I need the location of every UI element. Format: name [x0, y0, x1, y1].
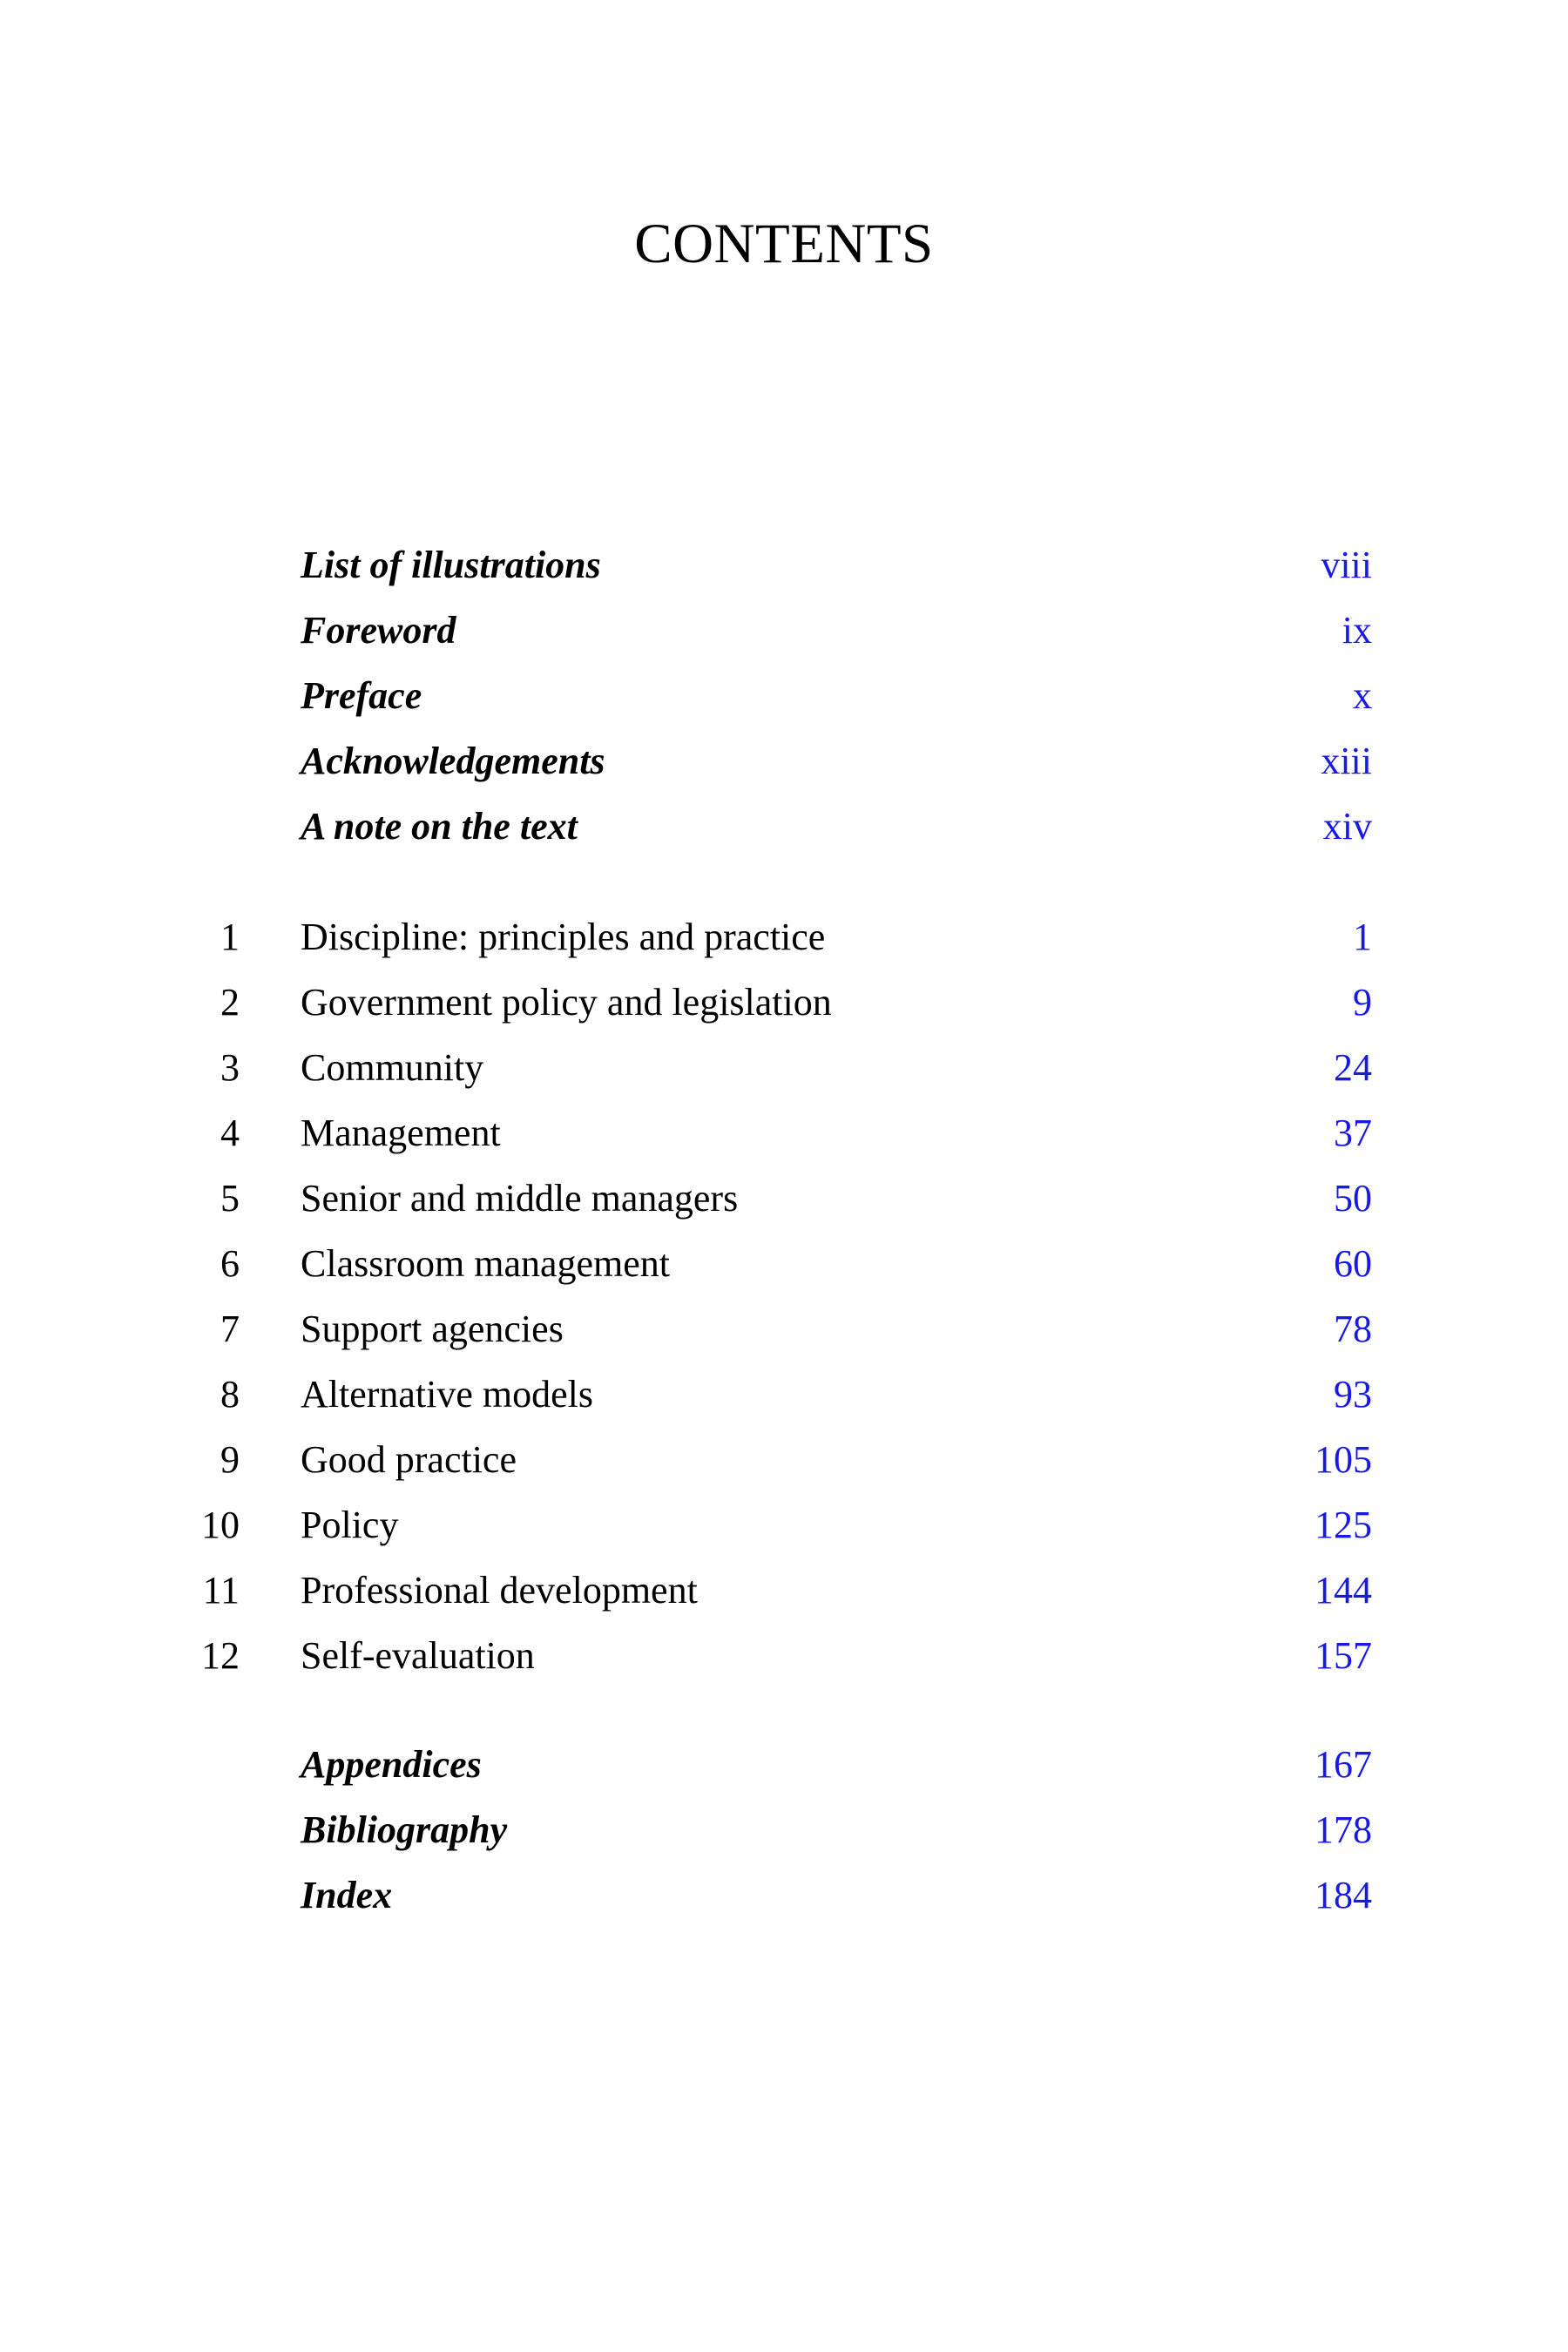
toc-entry-label: Acknowledgements	[301, 740, 605, 782]
toc-row-chapter-8: 8 Alternative models 93	[0, 1362, 1568, 1427]
back-matter-list: Appendices 167 Bibliography 178 Index 18…	[0, 1732, 1568, 1928]
toc-page-link[interactable]: 184	[1315, 1874, 1372, 1916]
toc-entry-label: A note on the text	[301, 805, 578, 848]
chapter-number: 3	[220, 1046, 240, 1089]
chapter-title: Professional development	[301, 1569, 698, 1612]
toc-page-link[interactable]: 37	[1334, 1112, 1372, 1154]
toc-row-chapter-3: 3 Community 24	[0, 1035, 1568, 1100]
toc-row-preface: Preface x	[0, 663, 1568, 728]
chapter-number: 7	[220, 1308, 240, 1350]
toc-entry-label: Appendices	[301, 1743, 482, 1786]
toc-page-link[interactable]: ix	[1342, 609, 1372, 652]
toc-page-link[interactable]: 167	[1315, 1743, 1372, 1786]
toc-entry-label: List of illustrations	[301, 544, 601, 586]
chapter-title: Classroom management	[301, 1242, 671, 1285]
toc-page-link[interactable]: 93	[1334, 1373, 1372, 1416]
toc-row-acknowledgements: Acknowledgements xiii	[0, 728, 1568, 794]
chapter-title: Self-evaluation	[301, 1634, 535, 1677]
toc-number-cell	[0, 1732, 240, 1797]
toc-page-link[interactable]: 125	[1315, 1504, 1372, 1546]
chapter-title: Management	[301, 1112, 501, 1154]
chapter-number: 12	[201, 1634, 240, 1677]
toc-page-link[interactable]: 1	[1353, 916, 1372, 958]
toc-row-chapter-7: 7 Support agencies 78	[0, 1296, 1568, 1362]
chapter-number: 2	[220, 981, 240, 1024]
toc-page-link[interactable]: 144	[1315, 1569, 1372, 1612]
toc-number-cell	[0, 1797, 240, 1862]
chapter-title: Good practice	[301, 1438, 517, 1481]
toc-row-chapter-6: 6 Classroom management 60	[0, 1231, 1568, 1296]
toc-row-chapter-1: 1 Discipline: principles and practice 1	[0, 904, 1568, 970]
chapter-number: 11	[202, 1569, 240, 1612]
toc-page-link[interactable]: 78	[1334, 1308, 1372, 1350]
toc-row-chapter-5: 5 Senior and middle managers 50	[0, 1166, 1568, 1231]
toc-entry-label: Bibliography	[301, 1808, 508, 1851]
toc-row-chapter-12: 12 Self-evaluation 157	[0, 1623, 1568, 1688]
chapter-number: 10	[201, 1504, 240, 1546]
chapter-number: 5	[220, 1177, 240, 1220]
toc-page-link[interactable]: 105	[1315, 1438, 1372, 1481]
chapter-title: Government policy and legislation	[301, 981, 832, 1024]
toc-row-chapter-2: 2 Government policy and legislation 9	[0, 970, 1568, 1035]
toc-entry-label: Preface	[301, 674, 422, 717]
toc-row-chapter-10: 10 Policy 125	[0, 1492, 1568, 1558]
toc-page-link[interactable]: 60	[1334, 1242, 1372, 1285]
toc-page-link[interactable]: xiii	[1321, 740, 1372, 782]
toc-page-link[interactable]: 24	[1334, 1046, 1372, 1089]
toc-row-note-on-text: A note on the text xiv	[0, 794, 1568, 859]
toc-row-foreword: Foreword ix	[0, 598, 1568, 663]
toc-row-chapter-4: 4 Management 37	[0, 1100, 1568, 1166]
toc-page-link[interactable]: 178	[1315, 1808, 1372, 1851]
toc-page-link[interactable]: 9	[1353, 981, 1372, 1024]
toc-number-cell	[0, 532, 240, 598]
toc-row-list-of-illustrations: List of illustrations viii	[0, 532, 1568, 598]
toc-number-cell	[0, 598, 240, 663]
toc-page-link[interactable]: viii	[1321, 544, 1372, 586]
chapter-number: 4	[220, 1112, 240, 1154]
chapter-title: Senior and middle managers	[301, 1177, 739, 1220]
toc-row-index: Index 184	[0, 1862, 1568, 1928]
chapter-title: Support agencies	[301, 1308, 564, 1350]
toc-page-link[interactable]: 157	[1315, 1634, 1372, 1677]
toc-row-chapter-11: 11 Professional development 144	[0, 1558, 1568, 1623]
chapter-list: 1 Discipline: principles and practice 1 …	[0, 904, 1568, 1688]
toc-row-chapter-9: 9 Good practice 105	[0, 1427, 1568, 1492]
page-title: CONTENTS	[634, 213, 934, 275]
toc-entry-label: Index	[301, 1874, 393, 1916]
toc-entry-label: Foreword	[301, 609, 456, 652]
toc-row-appendices: Appendices 167	[0, 1732, 1568, 1797]
chapter-title: Policy	[301, 1504, 399, 1546]
toc-page-link[interactable]: xiv	[1322, 805, 1372, 848]
chapter-number: 6	[220, 1242, 240, 1285]
chapter-number: 9	[220, 1438, 240, 1481]
front-matter-list: List of illustrations viii Foreword ix P…	[0, 532, 1568, 859]
chapter-number: 8	[220, 1373, 240, 1416]
toc-number-cell	[0, 1862, 240, 1928]
chapter-title: Discipline: principles and practice	[301, 916, 826, 958]
toc-number-cell	[0, 663, 240, 728]
toc-number-cell	[0, 728, 240, 794]
toc-row-bibliography: Bibliography 178	[0, 1797, 1568, 1862]
toc-number-cell	[0, 794, 240, 859]
toc-page-link[interactable]: x	[1353, 674, 1372, 717]
chapter-number: 1	[220, 916, 240, 958]
toc-page-link[interactable]: 50	[1334, 1177, 1372, 1220]
chapter-title: Community	[301, 1046, 484, 1089]
chapter-title: Alternative models	[301, 1373, 594, 1416]
